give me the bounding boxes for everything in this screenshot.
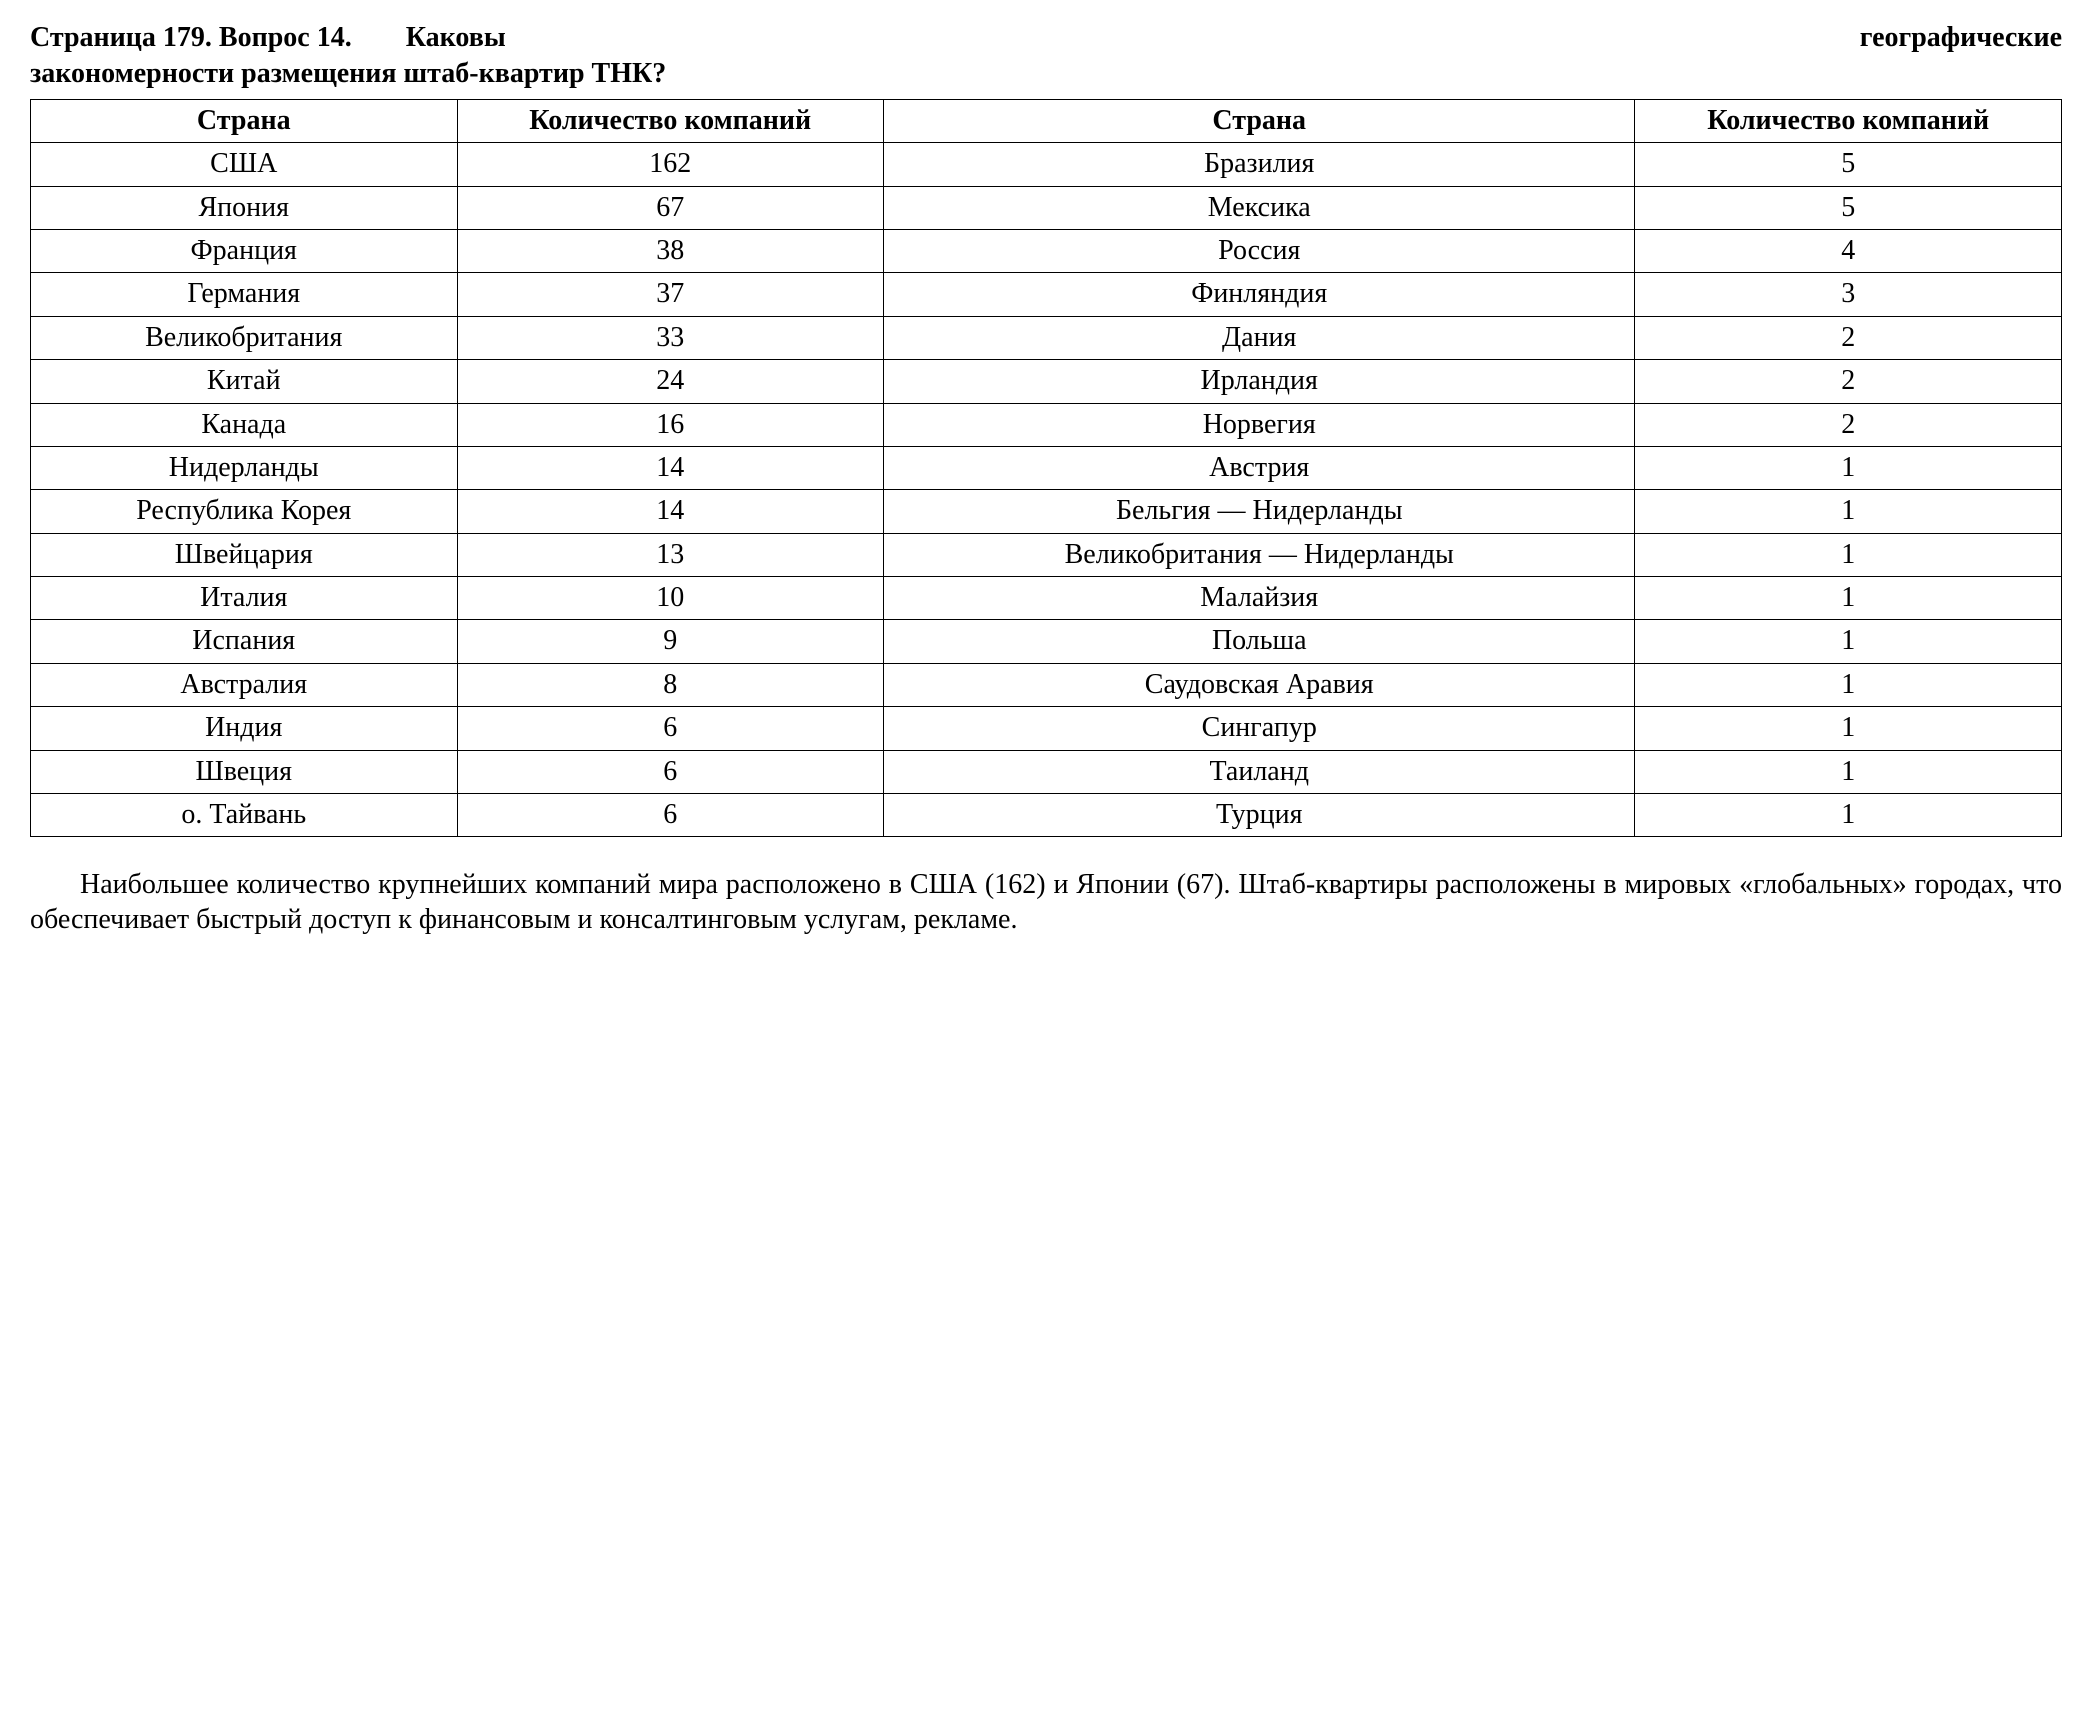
cell-country2: Бельгия — Нидерланды: [884, 490, 1635, 533]
heading-word-right: географические: [1860, 20, 2062, 56]
table-row: Япония67Мексика5: [31, 186, 2062, 229]
summary-paragraph: Наибольшее количество крупнейших компани…: [30, 867, 2062, 937]
heading-question-word: Каковы: [406, 22, 506, 53]
cell-country1: Япония: [31, 186, 458, 229]
cell-count1: 16: [457, 403, 884, 446]
cell-country2: Польша: [884, 620, 1635, 663]
heading-page-ref: Страница 179. Вопрос 14.: [30, 22, 352, 53]
cell-country2: Мексика: [884, 186, 1635, 229]
cell-count2: 1: [1635, 620, 2062, 663]
cell-count1: 14: [457, 490, 884, 533]
cell-count2: 3: [1635, 273, 2062, 316]
cell-count2: 2: [1635, 316, 2062, 359]
cell-count1: 6: [457, 794, 884, 837]
cell-count1: 38: [457, 229, 884, 272]
cell-count2: 2: [1635, 360, 2062, 403]
table-row: Швеция6Таиланд1: [31, 750, 2062, 793]
cell-country1: Канада: [31, 403, 458, 446]
cell-count2: 2: [1635, 403, 2062, 446]
cell-country1: Китай: [31, 360, 458, 403]
header-count1: Количество компаний: [457, 99, 884, 142]
cell-count2: 1: [1635, 794, 2062, 837]
document-heading: Страница 179. Вопрос 14. Каковы географи…: [30, 20, 2062, 93]
table-row: Индия6Сингапур1: [31, 707, 2062, 750]
cell-count1: 8: [457, 663, 884, 706]
table-row: Италия10Малайзия1: [31, 577, 2062, 620]
cell-country2: Россия: [884, 229, 1635, 272]
cell-country1: Италия: [31, 577, 458, 620]
cell-country2: Ирландия: [884, 360, 1635, 403]
cell-country2: Финляндия: [884, 273, 1635, 316]
cell-count1: 14: [457, 446, 884, 489]
cell-count1: 9: [457, 620, 884, 663]
cell-country1: Великобритания: [31, 316, 458, 359]
table-row: Канада16Норвегия2: [31, 403, 2062, 446]
cell-count1: 24: [457, 360, 884, 403]
cell-count1: 162: [457, 143, 884, 186]
cell-country2: Дания: [884, 316, 1635, 359]
cell-count1: 10: [457, 577, 884, 620]
table-row: Нидерланды14Австрия1: [31, 446, 2062, 489]
cell-count2: 1: [1635, 490, 2062, 533]
table-row: Республика Корея14Бельгия — Нидерланды1: [31, 490, 2062, 533]
cell-country2: Австрия: [884, 446, 1635, 489]
cell-country1: Австралия: [31, 663, 458, 706]
cell-country1: о. Тайвань: [31, 794, 458, 837]
table-row: Швейцария13Великобритания — Нидерланды1: [31, 533, 2062, 576]
table-row: Испания9Польша1: [31, 620, 2062, 663]
table-row: Франция38Россия4: [31, 229, 2062, 272]
cell-count2: 1: [1635, 750, 2062, 793]
cell-country1: США: [31, 143, 458, 186]
cell-country2: Норвегия: [884, 403, 1635, 446]
cell-count1: 67: [457, 186, 884, 229]
cell-count1: 37: [457, 273, 884, 316]
cell-count2: 5: [1635, 143, 2062, 186]
table-header-row: Страна Количество компаний Страна Количе…: [31, 99, 2062, 142]
cell-count1: 6: [457, 707, 884, 750]
header-country1: Страна: [31, 99, 458, 142]
cell-country2: Великобритания — Нидерланды: [884, 533, 1635, 576]
cell-country1: Франция: [31, 229, 458, 272]
cell-country2: Бразилия: [884, 143, 1635, 186]
cell-count2: 1: [1635, 533, 2062, 576]
header-count2: Количество компаний: [1635, 99, 2062, 142]
table-row: Китай24Ирландия2: [31, 360, 2062, 403]
table-row: США162Бразилия5: [31, 143, 2062, 186]
cell-country2: Сингапур: [884, 707, 1635, 750]
cell-count1: 33: [457, 316, 884, 359]
cell-count2: 1: [1635, 663, 2062, 706]
heading-line2: закономерности размещения штаб-квартир Т…: [30, 56, 2062, 92]
cell-country1: Швеция: [31, 750, 458, 793]
header-country2: Страна: [884, 99, 1635, 142]
cell-country2: Таиланд: [884, 750, 1635, 793]
cell-country1: Испания: [31, 620, 458, 663]
cell-country2: Малайзия: [884, 577, 1635, 620]
cell-count2: 1: [1635, 707, 2062, 750]
cell-country1: Индия: [31, 707, 458, 750]
cell-country1: Швейцария: [31, 533, 458, 576]
table-row: Великобритания33Дания2: [31, 316, 2062, 359]
cell-count2: 1: [1635, 446, 2062, 489]
cell-count2: 4: [1635, 229, 2062, 272]
cell-country1: Республика Корея: [31, 490, 458, 533]
cell-count2: 1: [1635, 577, 2062, 620]
countries-table: Страна Количество компаний Страна Количе…: [30, 99, 2062, 838]
table-row: Германия37Финляндия3: [31, 273, 2062, 316]
cell-country2: Турция: [884, 794, 1635, 837]
table-row: о. Тайвань6Турция1: [31, 794, 2062, 837]
cell-count2: 5: [1635, 186, 2062, 229]
cell-country2: Саудовская Аравия: [884, 663, 1635, 706]
cell-count1: 6: [457, 750, 884, 793]
cell-count1: 13: [457, 533, 884, 576]
table-row: Австралия8Саудовская Аравия1: [31, 663, 2062, 706]
cell-country1: Германия: [31, 273, 458, 316]
cell-country1: Нидерланды: [31, 446, 458, 489]
